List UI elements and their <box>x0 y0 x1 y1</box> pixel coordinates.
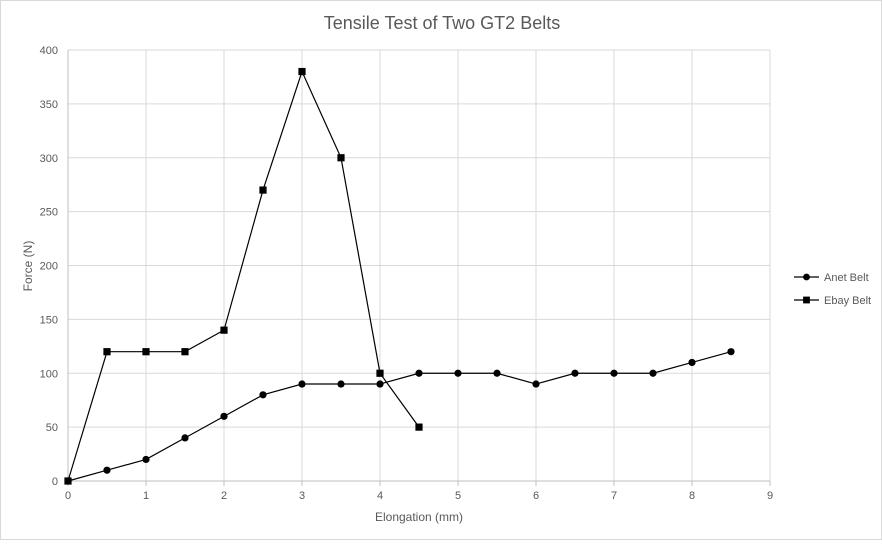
data-point <box>298 380 306 388</box>
series-group <box>64 67 735 485</box>
data-point <box>220 326 228 334</box>
data-point <box>415 369 423 377</box>
data-point <box>493 369 501 377</box>
axes <box>67 50 771 486</box>
legend-marker <box>803 296 810 304</box>
legend-label: Anet Belt <box>824 272 869 284</box>
data-point <box>571 369 579 377</box>
y-tick-label: 50 <box>46 422 58 434</box>
data-point <box>181 348 189 356</box>
y-axis-label: Force (N) <box>21 241 35 292</box>
y-tick-label: 300 <box>40 153 58 165</box>
data-point <box>220 412 228 420</box>
y-tick-label: 200 <box>40 261 58 273</box>
y-tick-label: 400 <box>40 45 58 57</box>
x-tick-label: 7 <box>611 490 617 502</box>
x-axis-label: Elongation (mm) <box>375 510 463 524</box>
x-tick-label: 0 <box>65 490 71 502</box>
data-point <box>688 358 696 367</box>
data-point <box>337 380 345 388</box>
x-tick-label: 4 <box>377 490 383 502</box>
series-anet-belt <box>64 348 735 485</box>
legend-label: Ebay Belt <box>824 295 871 307</box>
x-tick-label: 1 <box>143 490 149 502</box>
series-line <box>67 351 732 482</box>
legend-item: Ebay Belt <box>794 295 871 307</box>
legend-marker <box>803 273 810 281</box>
series-ebay-belt <box>64 67 423 485</box>
x-tick-label: 5 <box>455 490 461 502</box>
y-tick-label: 0 <box>52 476 58 488</box>
x-tick-label: 6 <box>533 490 539 502</box>
data-point <box>142 348 150 356</box>
data-point <box>259 186 267 194</box>
x-tick-label: 8 <box>689 490 695 502</box>
y-tick-labels: 0 50 100 150 200 250 300 350 400 <box>40 45 58 488</box>
data-point <box>181 434 189 442</box>
x-tick-label: 2 <box>221 490 227 502</box>
data-point <box>298 67 306 76</box>
x-tick-label: 3 <box>299 490 305 502</box>
data-point <box>532 380 540 388</box>
data-point <box>610 369 618 377</box>
x-tick-labels: 0 1 2 3 4 5 6 7 8 9 <box>65 490 773 502</box>
data-point <box>454 369 462 377</box>
data-point <box>649 369 657 377</box>
legend: Anet Belt Ebay Belt <box>794 272 871 307</box>
y-tick-label: 350 <box>40 99 58 111</box>
x-tick-label: 9 <box>767 490 773 502</box>
data-point <box>103 466 111 474</box>
data-point <box>727 348 735 356</box>
gridlines <box>68 49 771 481</box>
data-point <box>259 391 267 399</box>
y-tick-label: 150 <box>40 314 58 326</box>
data-point <box>142 455 150 464</box>
data-point <box>376 380 384 388</box>
y-tick-label: 100 <box>40 368 58 380</box>
data-point <box>103 348 111 356</box>
data-point <box>64 477 72 485</box>
legend-item: Anet Belt <box>794 272 869 284</box>
data-point <box>376 369 384 377</box>
data-point <box>337 154 345 162</box>
series-line <box>67 69 420 482</box>
y-tick-label: 250 <box>40 207 58 219</box>
data-point <box>415 423 423 431</box>
chart-title: Tensile Test of Two GT2 Belts <box>324 13 560 33</box>
